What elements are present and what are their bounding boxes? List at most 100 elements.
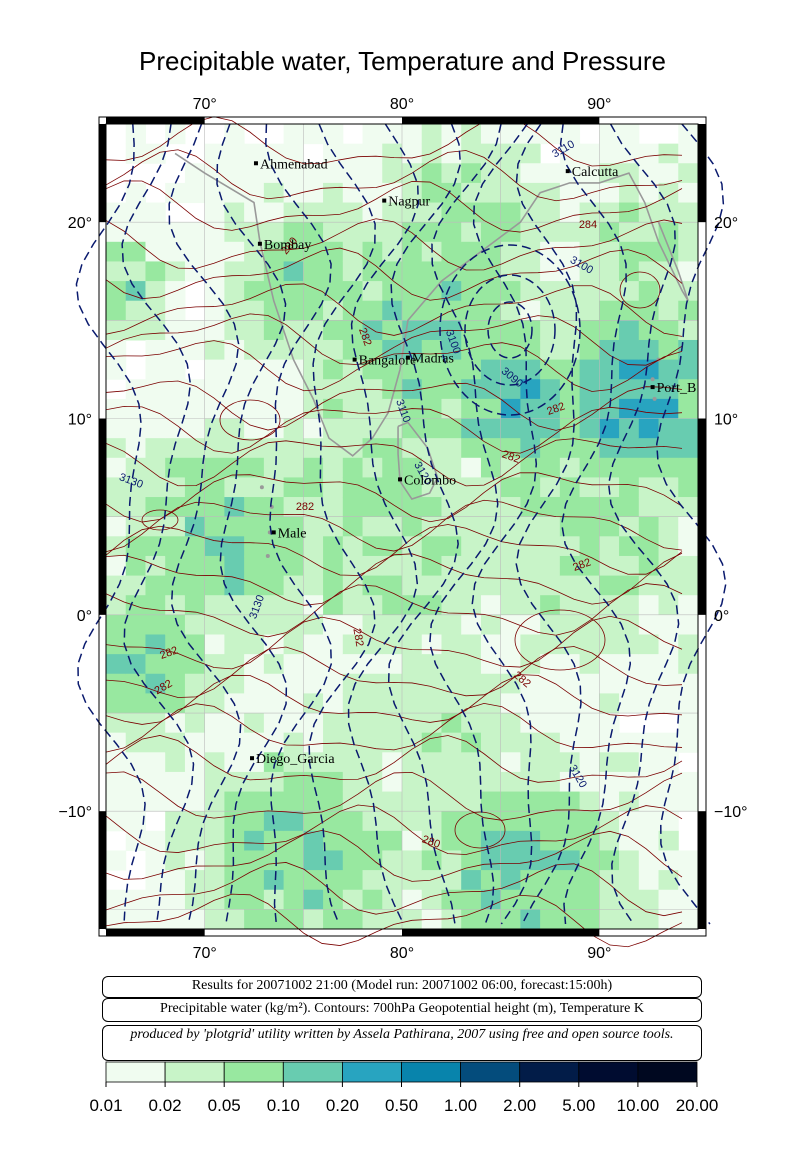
water-cell (520, 516, 541, 537)
water-cell (382, 143, 403, 164)
water-cell (520, 457, 541, 478)
water-cell (244, 536, 265, 557)
water-cell (619, 457, 640, 478)
water-cell (342, 497, 364, 518)
water-cell (678, 575, 699, 596)
water-cell (224, 281, 245, 302)
water-cell (165, 418, 186, 439)
water-cell (421, 693, 442, 714)
water-cell (599, 222, 620, 243)
water-cell (678, 261, 699, 282)
water-cell (638, 614, 660, 635)
water-cell (599, 497, 620, 518)
water-cell (263, 339, 285, 361)
water-cell (303, 595, 324, 616)
water-cell (283, 771, 304, 793)
water-cell (204, 261, 225, 282)
water-cell (165, 261, 186, 282)
water-cell (500, 438, 521, 459)
water-cell (323, 654, 344, 675)
water-cell (145, 457, 166, 478)
water-cell (678, 732, 699, 753)
water-cell (480, 300, 502, 321)
water-cell (283, 673, 304, 694)
water-cell (540, 713, 561, 734)
water-cell (106, 398, 127, 420)
water-cell (559, 693, 581, 714)
water-cell (382, 634, 403, 655)
water-cell (165, 811, 186, 832)
water-cell (500, 870, 521, 891)
water-cell (500, 261, 521, 282)
water-cell (362, 339, 383, 361)
water-cell (165, 673, 186, 694)
water-cell (145, 752, 166, 773)
water-cell (678, 320, 699, 341)
water-cell (678, 477, 699, 498)
water-cell (599, 261, 620, 282)
water-cell (106, 909, 127, 930)
water-cell (204, 634, 225, 655)
water-cell (362, 732, 383, 753)
water-cell (145, 555, 166, 577)
water-cell (520, 575, 541, 596)
water-cell (480, 555, 502, 577)
water-cell (382, 261, 403, 282)
water-cell (441, 398, 462, 420)
lat-right-label: −10° (714, 804, 748, 821)
water-cell (402, 614, 423, 635)
height-contour (121, 123, 195, 925)
water-cell (106, 497, 127, 518)
water-cell (421, 379, 442, 400)
water-cell (303, 889, 324, 910)
water-cell (106, 654, 127, 675)
water-cell (362, 222, 383, 243)
water-cell (323, 673, 344, 694)
water-cell (283, 477, 304, 498)
water-cell (224, 143, 245, 164)
water-cell (678, 143, 699, 164)
color-scale-bar (105, 1061, 698, 1087)
legend-value-label: 0.10 (266, 1096, 300, 1115)
water-cell (579, 909, 600, 930)
water-cell (638, 516, 660, 537)
city-label: Colombo (404, 473, 456, 488)
water-cell (244, 654, 265, 675)
water-cell (323, 555, 344, 577)
water-cell (678, 536, 699, 557)
water-cell (520, 438, 541, 459)
water-cell (323, 693, 344, 714)
water-cell (441, 752, 462, 773)
water-cell (362, 359, 383, 380)
city-label: Calcutta (572, 165, 619, 180)
water-cell (106, 359, 127, 380)
water-cell (323, 320, 344, 341)
water-cell (480, 713, 502, 734)
water-cell (638, 811, 660, 832)
water-cell (441, 771, 462, 793)
water-cell (342, 713, 364, 734)
water-cell (125, 379, 146, 400)
water-cell (382, 830, 403, 851)
water-cell (461, 555, 482, 577)
water-cell (224, 654, 245, 675)
water-cell (106, 850, 127, 871)
water-cell (678, 693, 699, 714)
water-cell (658, 752, 679, 773)
water-cell (500, 811, 521, 832)
contours-info: Precipitable water (kg/m²). Contours: 70… (102, 998, 702, 1022)
water-cell (362, 438, 383, 459)
water-cell (579, 516, 600, 537)
water-cell (342, 418, 364, 439)
water-cell (500, 673, 521, 694)
water-cell (145, 693, 166, 714)
water-cell (106, 516, 127, 537)
water-cell (402, 379, 423, 400)
water-cell (559, 654, 581, 675)
water-cell (224, 438, 245, 459)
water-cell (184, 752, 206, 773)
water-cell (461, 595, 482, 616)
water-cell (480, 163, 502, 184)
water-cell (145, 909, 166, 930)
